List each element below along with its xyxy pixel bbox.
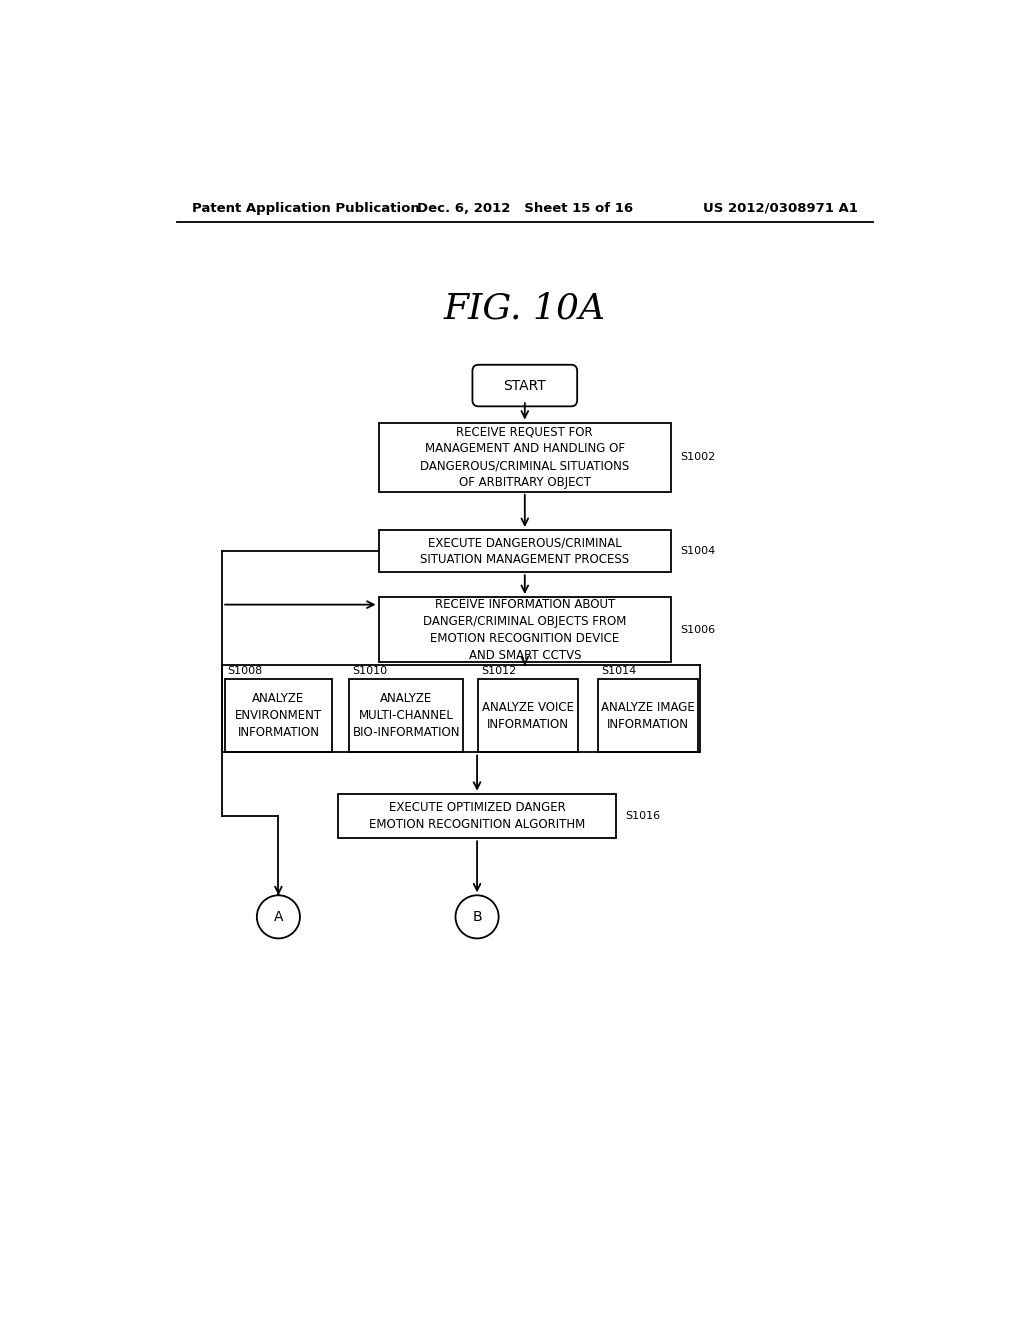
Text: EXECUTE DANGEROUS/CRIMINAL
SITUATION MANAGEMENT PROCESS: EXECUTE DANGEROUS/CRIMINAL SITUATION MAN… (420, 536, 630, 566)
Text: S1006: S1006 (680, 624, 716, 635)
Text: ANALYZE VOICE
INFORMATION: ANALYZE VOICE INFORMATION (482, 701, 573, 731)
Text: S1014: S1014 (601, 667, 636, 676)
Text: RECEIVE REQUEST FOR
MANAGEMENT AND HANDLING OF
DANGEROUS/CRIMINAL SITUATIONS
OF : RECEIVE REQUEST FOR MANAGEMENT AND HANDL… (420, 425, 630, 490)
Text: B: B (472, 909, 482, 924)
Bar (598, 680, 698, 752)
Text: S1004: S1004 (680, 546, 716, 556)
Text: ANALYZE
ENVIRONMENT
INFORMATION: ANALYZE ENVIRONMENT INFORMATION (234, 693, 322, 739)
Text: S1002: S1002 (680, 453, 716, 462)
Text: ANALYZE
MULTI-CHANNEL
BIO-INFORMATION: ANALYZE MULTI-CHANNEL BIO-INFORMATION (352, 693, 460, 739)
Bar (478, 680, 578, 752)
Text: RECEIVE INFORMATION ABOUT
DANGER/CRIMINAL OBJECTS FROM
EMOTION RECOGNITION DEVIC: RECEIVE INFORMATION ABOUT DANGER/CRIMINA… (423, 598, 627, 661)
Text: S1012: S1012 (481, 667, 516, 676)
Text: ANALYZE IMAGE
INFORMATION: ANALYZE IMAGE INFORMATION (601, 701, 695, 731)
Circle shape (456, 895, 499, 939)
Text: S1016: S1016 (625, 810, 660, 821)
Bar (379, 422, 671, 492)
Text: START: START (504, 379, 546, 392)
Bar (379, 597, 671, 663)
Text: US 2012/0308971 A1: US 2012/0308971 A1 (702, 202, 857, 215)
Bar (339, 793, 615, 838)
Text: A: A (273, 909, 284, 924)
Bar (224, 680, 333, 752)
Text: Patent Application Publication: Patent Application Publication (193, 202, 420, 215)
Text: Dec. 6, 2012   Sheet 15 of 16: Dec. 6, 2012 Sheet 15 of 16 (417, 202, 633, 215)
FancyBboxPatch shape (472, 364, 578, 407)
Text: FIG. 10A: FIG. 10A (443, 292, 606, 326)
Bar (349, 680, 463, 752)
Text: S1008: S1008 (227, 667, 263, 676)
Text: EXECUTE OPTIMIZED DANGER
EMOTION RECOGNITION ALGORITHM: EXECUTE OPTIMIZED DANGER EMOTION RECOGNI… (369, 801, 585, 832)
Circle shape (257, 895, 300, 939)
Bar (379, 529, 671, 573)
Text: S1010: S1010 (352, 667, 387, 676)
